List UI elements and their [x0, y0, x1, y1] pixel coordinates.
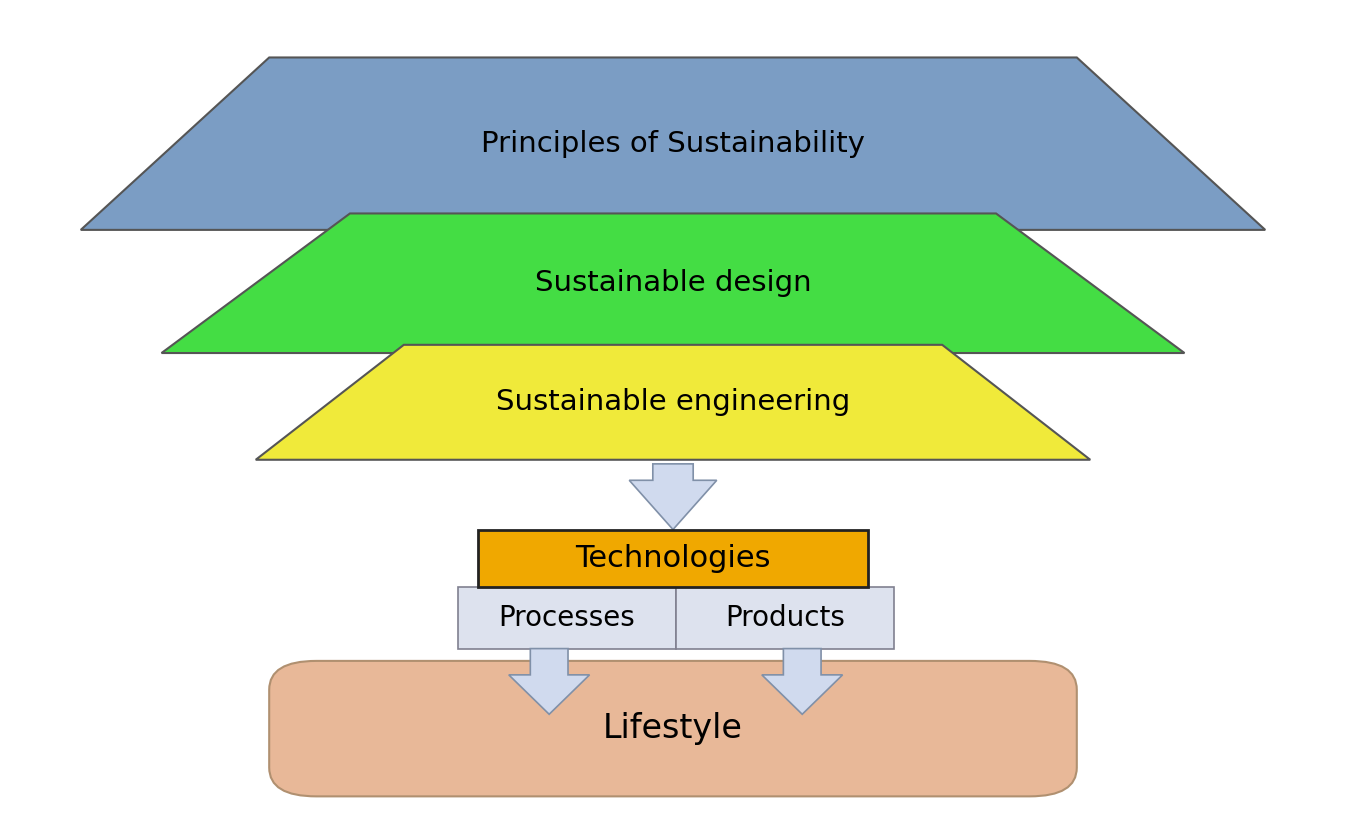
Bar — [676, 587, 894, 649]
Polygon shape — [509, 649, 590, 714]
Bar — [458, 587, 676, 649]
Polygon shape — [81, 57, 1265, 230]
Polygon shape — [162, 213, 1184, 353]
Text: Processes: Processes — [498, 603, 635, 632]
Polygon shape — [256, 345, 1090, 460]
Text: Products: Products — [724, 603, 845, 632]
Polygon shape — [629, 464, 716, 530]
Text: Technologies: Technologies — [575, 544, 771, 573]
Bar — [478, 530, 868, 587]
Text: Sustainable engineering: Sustainable engineering — [495, 388, 851, 416]
Text: Principles of Sustainability: Principles of Sustainability — [481, 130, 865, 158]
Text: Lifestyle: Lifestyle — [603, 712, 743, 745]
Polygon shape — [762, 649, 843, 714]
FancyBboxPatch shape — [269, 661, 1077, 796]
Text: Sustainable design: Sustainable design — [534, 269, 812, 297]
